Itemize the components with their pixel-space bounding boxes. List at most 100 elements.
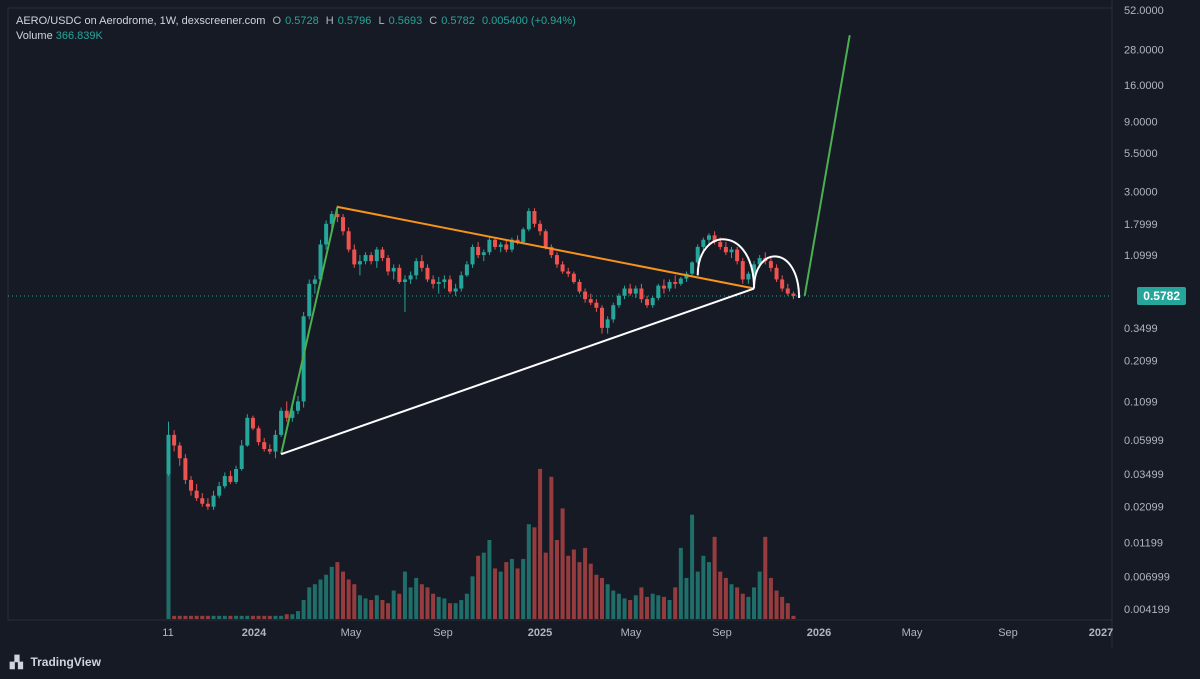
volume-bar xyxy=(329,566,334,619)
x-tick-label: 2024 xyxy=(242,627,267,639)
rounded-top-arc[interactable] xyxy=(696,238,756,289)
candle-body xyxy=(391,267,396,272)
candle-body xyxy=(656,285,661,298)
volume-bar xyxy=(341,571,346,619)
candle-body xyxy=(622,288,627,296)
candle-body xyxy=(245,417,250,446)
candle-body xyxy=(200,498,205,504)
volume-bar xyxy=(408,587,413,619)
footer: ▞▖ TradingView xyxy=(0,647,1200,679)
volume-bar xyxy=(763,536,768,619)
volume-bar xyxy=(324,574,329,619)
candle-body xyxy=(791,293,796,296)
volume-bar xyxy=(706,562,711,619)
candle-body xyxy=(448,279,452,292)
tradingview-logo[interactable]: ▞▖ TradingView xyxy=(10,655,101,669)
candle-body xyxy=(515,239,520,243)
volume-bar xyxy=(222,615,227,619)
uptrend-line[interactable] xyxy=(280,206,339,455)
candle-body xyxy=(566,271,571,274)
volume-bar xyxy=(645,596,650,619)
volume-bar xyxy=(554,540,559,619)
candle-body xyxy=(526,211,531,230)
rounded-top-arc[interactable] xyxy=(753,255,801,298)
symbol-title[interactable]: AERO/USDC on Aerodrome, 1W, dexscreener.… xyxy=(16,15,266,27)
candle-body xyxy=(718,242,723,247)
ascending-support-line[interactable] xyxy=(280,287,755,456)
y-tick-label: 0.03499 xyxy=(1124,469,1164,481)
candle-body xyxy=(459,275,464,289)
candle-body xyxy=(397,267,402,283)
candle-body xyxy=(757,258,762,265)
x-tick-label: 2027 xyxy=(1089,627,1113,639)
candle-body xyxy=(284,410,289,418)
volume-bar xyxy=(785,603,790,619)
volume-value: 366.839K xyxy=(55,30,103,42)
candle-body xyxy=(549,246,554,256)
high-label: H xyxy=(325,15,334,27)
close-value: 0.5782 xyxy=(441,15,475,27)
volume-bar xyxy=(723,577,728,619)
candle-body xyxy=(402,279,407,283)
y-tick-label: 1.0999 xyxy=(1124,250,1158,262)
volume-bar xyxy=(549,476,554,619)
volume-bar xyxy=(290,614,295,619)
candle-body xyxy=(611,305,616,320)
volume-label: Volume xyxy=(16,30,53,42)
y-tick-label: 0.1099 xyxy=(1124,396,1158,408)
volume-bar xyxy=(419,584,424,619)
candle-body xyxy=(768,261,773,268)
x-tick-label: May xyxy=(621,627,642,639)
volume-bar xyxy=(650,593,655,619)
volume-bar xyxy=(380,600,385,619)
volume-bar xyxy=(701,555,706,619)
volume-bar xyxy=(374,595,379,619)
volume-bar xyxy=(661,596,666,619)
volume-bar xyxy=(493,568,498,619)
candle-body xyxy=(504,244,509,250)
candle-body xyxy=(341,217,346,232)
candle-body xyxy=(363,255,368,262)
volume-bar xyxy=(459,600,464,619)
price-chart[interactable]: 52.0000 28.0000 16.0000 9.0000 5.5000 3.0000 1… xyxy=(0,0,1200,647)
volume-bar xyxy=(189,615,194,619)
candle-body xyxy=(166,434,171,475)
candle-body xyxy=(673,282,678,284)
volume-bar xyxy=(774,590,779,619)
x-tick-label: May xyxy=(341,627,362,639)
volume-bar xyxy=(279,615,284,619)
volume-bar xyxy=(397,593,402,619)
projection-line[interactable] xyxy=(803,34,851,296)
candle-body xyxy=(639,288,644,300)
volume-bar xyxy=(352,584,357,619)
volume-bar xyxy=(515,568,520,619)
volume-bar xyxy=(600,577,605,619)
x-tick-label: 11 xyxy=(162,627,173,639)
candle-body xyxy=(307,283,312,317)
candle-body xyxy=(774,267,779,280)
y-tick-label: 0.006999 xyxy=(1124,572,1170,584)
candle-body xyxy=(695,246,700,263)
candle-body xyxy=(408,275,413,280)
volume-bar xyxy=(538,468,543,619)
volume-bar xyxy=(577,562,582,619)
candle-body xyxy=(481,252,486,256)
candle-body xyxy=(436,282,441,284)
volume-bar xyxy=(234,615,239,619)
volume-bar xyxy=(583,547,588,619)
candle-body xyxy=(324,223,329,245)
volume-bar xyxy=(239,615,244,619)
candle-body xyxy=(600,307,605,328)
descending-trendline-line[interactable] xyxy=(337,205,755,290)
candle-body xyxy=(217,486,222,496)
candle-body xyxy=(543,231,548,247)
x-tick-label: Sep xyxy=(712,627,732,639)
volume-bar xyxy=(712,536,717,619)
candle-body xyxy=(425,267,430,280)
volume-bar xyxy=(363,598,368,619)
y-tick-label: 0.3499 xyxy=(1124,323,1158,335)
candle-body xyxy=(172,434,177,446)
volume-bar xyxy=(740,593,745,619)
volume-bar xyxy=(780,596,785,619)
candle-body xyxy=(616,295,621,306)
